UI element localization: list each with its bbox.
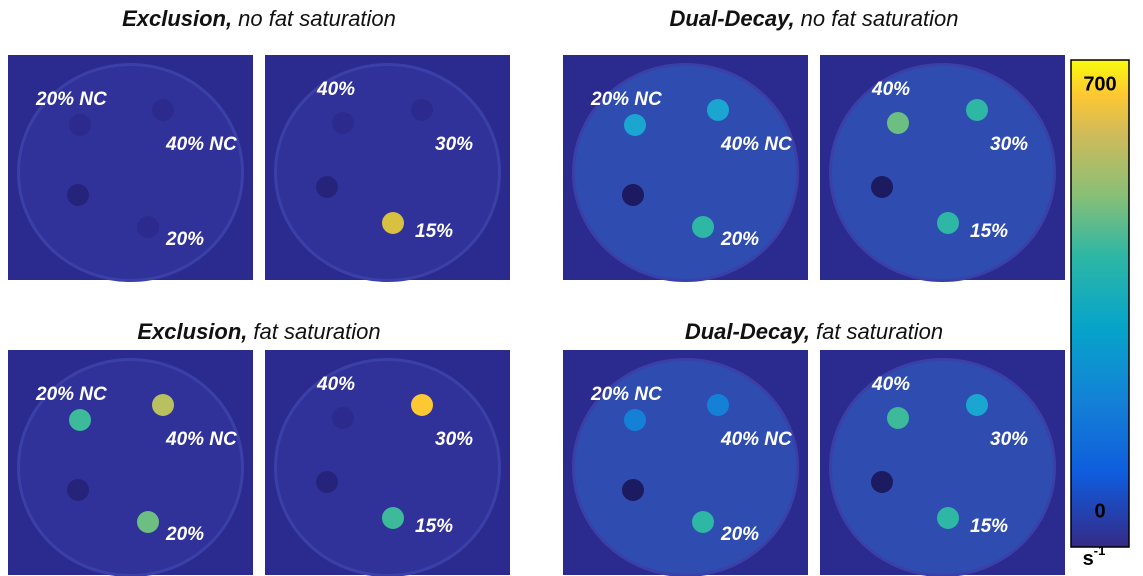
vial <box>622 184 644 206</box>
vial-label: 30% <box>990 134 1028 155</box>
vial <box>332 407 354 429</box>
map-image: 20% NC 40% NC 20% <box>563 350 808 576</box>
vial-label: 40% NC <box>165 429 237 450</box>
title-rest: no fat saturation <box>238 6 396 31</box>
vial <box>67 184 89 206</box>
title-bold: Dual-Decay, <box>685 319 810 344</box>
vial-label: 40% <box>871 79 910 100</box>
vial <box>937 507 959 529</box>
vial-label: 40% NC <box>720 134 792 155</box>
vial-label: 40% NC <box>165 134 237 155</box>
vial <box>871 471 893 493</box>
colorbar-min: 0 <box>1094 500 1105 522</box>
vial <box>152 394 174 416</box>
map-image: 20% NC 40% NC 20% <box>8 55 253 281</box>
vial-label: 30% <box>435 429 473 450</box>
title-bold: Exclusion, <box>122 6 232 31</box>
unit-exponent: -1 <box>1094 543 1106 558</box>
vial-label: 40% <box>871 374 910 395</box>
vial <box>692 216 714 238</box>
vial-label: 15% <box>970 221 1008 242</box>
vial-label: 20% <box>720 524 759 545</box>
title-bold: Dual-Decay, <box>670 6 795 31</box>
vial-label: 40% <box>316 79 355 100</box>
vial <box>624 114 646 136</box>
vial-label: 20% NC <box>590 384 662 405</box>
colorbar <box>1071 60 1129 547</box>
title-rest: no fat saturation <box>801 6 959 31</box>
vial <box>966 394 988 416</box>
vial <box>707 99 729 121</box>
title-rest: fat saturation <box>816 319 943 344</box>
vial-label: 15% <box>970 516 1008 537</box>
phantom-disc <box>276 65 500 281</box>
vial <box>382 507 404 529</box>
map-image: 40% 30% 15% <box>265 55 510 281</box>
vial-label: 20% NC <box>590 89 662 110</box>
vial <box>411 394 433 416</box>
vial-label: 20% <box>720 229 759 250</box>
unit-base: s <box>1083 548 1094 570</box>
vial <box>137 511 159 533</box>
vial <box>411 99 433 121</box>
vial <box>622 479 644 501</box>
title-rest: fat saturation <box>253 319 380 344</box>
vial <box>67 479 89 501</box>
vial <box>137 216 159 238</box>
vial-label: 15% <box>415 516 453 537</box>
map-image: 40% 30% 15% <box>820 350 1065 576</box>
phantom-disc <box>831 65 1055 281</box>
vial <box>332 112 354 134</box>
vial <box>692 511 714 533</box>
map-image: 40% 30% 15% <box>265 350 510 576</box>
colorbar-max: 700 <box>1083 73 1116 95</box>
phantom-disc <box>276 360 500 576</box>
vial-label: 20% <box>165 524 204 545</box>
vial <box>871 176 893 198</box>
vial <box>69 114 91 136</box>
vial-label: 20% <box>165 229 204 250</box>
vial <box>382 212 404 234</box>
map-image: 20% NC 40% NC 20% <box>563 55 808 281</box>
vial <box>966 99 988 121</box>
vial <box>69 409 91 431</box>
figure: Exclusion,no fat saturation20% NC40% NC2… <box>0 0 1143 576</box>
vial <box>707 394 729 416</box>
panel-title: Exclusion,fat saturation <box>137 319 380 344</box>
vial <box>937 212 959 234</box>
panel-title: Dual-Decay,fat saturation <box>685 319 943 344</box>
vial-label: 40% NC <box>720 429 792 450</box>
colorbar-unit: s-1 <box>1083 543 1106 570</box>
phantom-disc <box>831 360 1055 576</box>
panel-title: Exclusion,no fat saturation <box>122 6 396 31</box>
vial <box>887 112 909 134</box>
title-bold: Exclusion, <box>137 319 247 344</box>
vial-label: 15% <box>415 221 453 242</box>
map-image: 40% 30% 15% <box>820 55 1065 281</box>
vial <box>316 471 338 493</box>
vial-label: 20% NC <box>35 384 107 405</box>
vial-label: 30% <box>435 134 473 155</box>
vial <box>316 176 338 198</box>
vial <box>624 409 646 431</box>
map-image: 20% NC 40% NC 20% <box>8 350 253 576</box>
vial-label: 30% <box>990 429 1028 450</box>
vial-label: 20% NC <box>35 89 107 110</box>
vial <box>887 407 909 429</box>
panel-title: Dual-Decay,no fat saturation <box>670 6 959 31</box>
vial <box>152 99 174 121</box>
vial-label: 40% <box>316 374 355 395</box>
